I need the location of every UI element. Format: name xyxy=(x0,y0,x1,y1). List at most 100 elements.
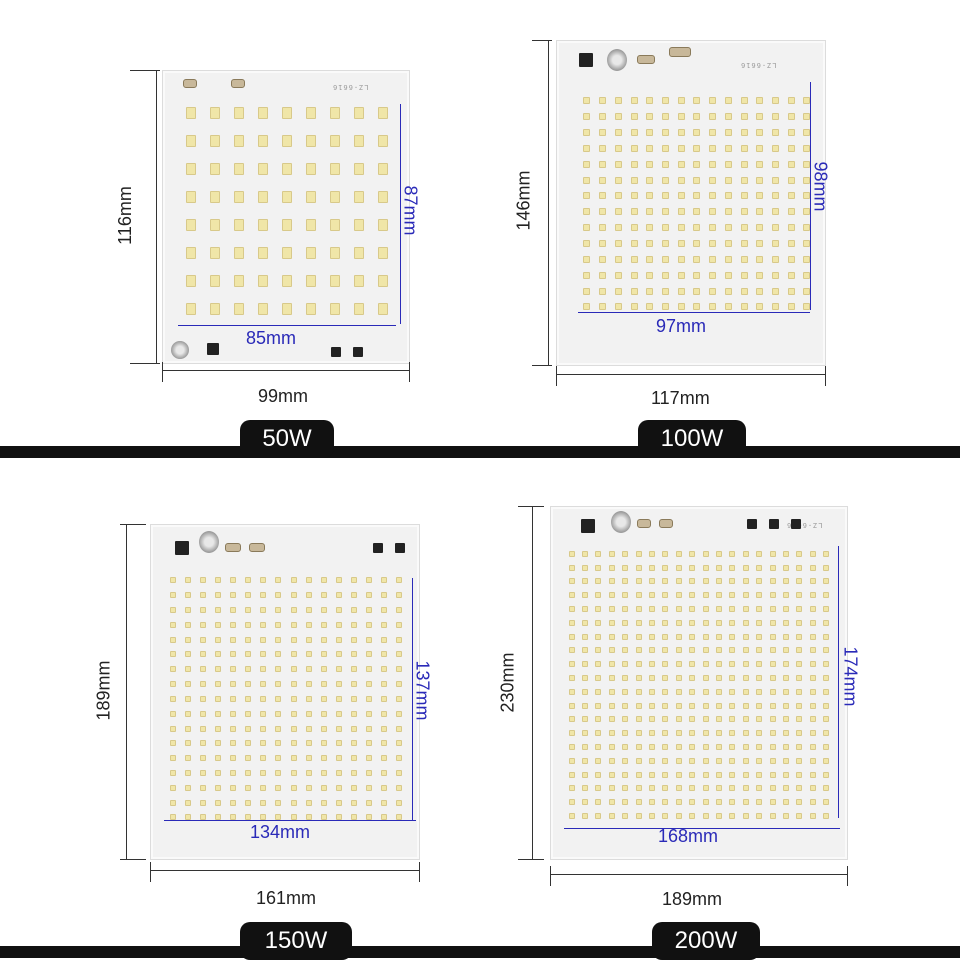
led-chip xyxy=(742,702,749,709)
led-chip xyxy=(635,716,642,723)
led-chip xyxy=(635,730,642,737)
led-chip xyxy=(396,740,403,747)
led-chip xyxy=(186,303,196,315)
led-chip xyxy=(595,757,602,764)
led-chip xyxy=(199,710,206,717)
outer-width-label: 99mm xyxy=(258,386,309,406)
led-chip xyxy=(595,661,602,668)
pcb-board: LZ-6616 xyxy=(162,70,410,364)
led-chip xyxy=(787,176,795,184)
led-chip xyxy=(354,247,364,259)
led-chip xyxy=(351,740,358,747)
led-chip xyxy=(702,606,709,613)
led-chip xyxy=(290,814,297,821)
led-chip xyxy=(740,192,748,200)
led-chip xyxy=(771,271,779,279)
led-chip xyxy=(796,716,803,723)
led-chip xyxy=(214,740,221,747)
led-chip xyxy=(702,757,709,764)
led-chip xyxy=(662,799,669,806)
led-chip xyxy=(630,129,638,137)
led-chip xyxy=(649,633,656,640)
led-chip xyxy=(608,702,615,709)
led-chip xyxy=(756,647,763,654)
led-chip xyxy=(796,757,803,764)
led-chip xyxy=(381,695,388,702)
led-chip xyxy=(199,755,206,762)
led-chip xyxy=(787,240,795,248)
led-chip xyxy=(320,814,327,821)
led-chip xyxy=(809,661,816,668)
led-chip xyxy=(582,702,589,709)
led-chip xyxy=(689,785,696,792)
led-chip xyxy=(769,744,776,751)
inner-height-label: 137mm xyxy=(412,660,433,721)
board-code: LZ-6616 xyxy=(740,61,777,69)
led-chip xyxy=(729,771,736,778)
led-chip xyxy=(335,799,342,806)
led-chip xyxy=(689,799,696,806)
led-chip xyxy=(381,740,388,747)
led-chip xyxy=(378,135,388,147)
led-chip xyxy=(689,564,696,571)
led-chip xyxy=(769,771,776,778)
led-chip xyxy=(330,135,340,147)
outer-width-label: 189mm xyxy=(662,889,723,909)
led-chip xyxy=(756,208,764,216)
led-chip xyxy=(740,160,748,168)
led-chip xyxy=(724,176,732,184)
led-chip xyxy=(675,730,682,737)
led-chip xyxy=(782,592,789,599)
width-dimension-line xyxy=(556,374,826,375)
led-chip xyxy=(769,619,776,626)
led-chip xyxy=(614,176,622,184)
led-chip xyxy=(662,619,669,626)
led-chip xyxy=(184,636,191,643)
led-chip xyxy=(583,176,591,184)
led-chip xyxy=(689,702,696,709)
led-chip xyxy=(214,621,221,628)
led-chip xyxy=(693,271,701,279)
rectifier-chip xyxy=(175,541,189,555)
led-chip xyxy=(689,730,696,737)
led-chip xyxy=(622,730,629,737)
led-chip xyxy=(214,799,221,806)
led-chip xyxy=(582,606,589,613)
led-chip xyxy=(582,633,589,640)
led-chip xyxy=(635,785,642,792)
led-chip xyxy=(199,592,206,599)
led-chip xyxy=(622,661,629,668)
led-chip xyxy=(320,636,327,643)
led-chip xyxy=(769,661,776,668)
led-chip xyxy=(260,814,267,821)
led-chip xyxy=(803,271,811,279)
led-chip xyxy=(230,577,237,584)
led-chip xyxy=(305,814,312,821)
led-chip xyxy=(702,744,709,751)
height-tick-bottom xyxy=(532,365,552,366)
led-chip xyxy=(677,271,685,279)
led-chip xyxy=(306,135,316,147)
led-chip xyxy=(782,771,789,778)
led-chip xyxy=(320,681,327,688)
led-chip xyxy=(614,97,622,105)
led-chip xyxy=(702,799,709,806)
led-chip xyxy=(702,647,709,654)
led-chip xyxy=(396,577,403,584)
driver-chip xyxy=(331,347,341,357)
led-chip xyxy=(742,550,749,557)
led-chip xyxy=(715,702,722,709)
led-chip xyxy=(622,813,629,820)
led-chip xyxy=(771,208,779,216)
led-chip xyxy=(756,606,763,613)
led-chip xyxy=(693,129,701,137)
led-chip xyxy=(742,785,749,792)
led-chip xyxy=(702,550,709,557)
led-chip xyxy=(381,799,388,806)
led-chip xyxy=(809,688,816,695)
led-chip xyxy=(724,208,732,216)
led-chip xyxy=(184,607,191,614)
led-chip xyxy=(702,564,709,571)
led-chip xyxy=(693,303,701,311)
led-chip xyxy=(809,730,816,737)
